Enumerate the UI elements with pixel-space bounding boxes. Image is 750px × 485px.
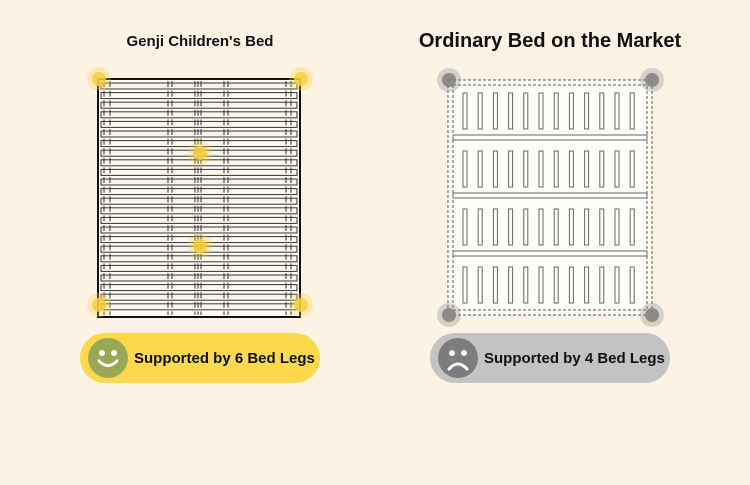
bed-slot: [477, 266, 483, 304]
ordinary-bed-frame: [447, 79, 653, 316]
bed-slot: [508, 150, 514, 188]
bed-slot: [614, 266, 620, 304]
bed-slat: [100, 92, 298, 100]
bed-leg-marker: [645, 73, 659, 87]
bed-slot: [553, 92, 559, 130]
bed-slot: [477, 208, 483, 246]
cross-bar: [452, 134, 648, 141]
sad-face-icon: [438, 338, 478, 378]
bed-slat: [100, 197, 298, 205]
bed-slat: [100, 274, 298, 282]
bed-slot: [462, 266, 468, 304]
bed-slot: [584, 266, 590, 304]
bed-slot: [508, 92, 514, 130]
bed-slot: [599, 208, 605, 246]
bed-slot: [477, 150, 483, 188]
bed-slot: [614, 208, 620, 246]
bed-slat: [100, 284, 298, 292]
bed-leg-marker: [193, 239, 207, 253]
bed-slot: [538, 208, 544, 246]
cross-bar: [452, 192, 648, 199]
genji-bed-title: Genji Children's Bed: [126, 33, 274, 50]
bed-slat: [100, 207, 298, 215]
bed-slot: [508, 208, 514, 246]
bed-slot: [568, 266, 574, 304]
bed-slot: [523, 150, 529, 188]
bed-slot: [629, 92, 635, 130]
bed-slat: [100, 168, 298, 176]
bed-slot: [568, 208, 574, 246]
bed-leg-marker: [645, 308, 659, 322]
bed-slot: [614, 150, 620, 188]
bed-slot: [523, 92, 529, 130]
bed-slat: [100, 188, 298, 196]
four-legs-label: Supported by 4 Bed Legs: [484, 349, 665, 367]
bed-slat: [100, 303, 298, 311]
bed-slat: [100, 101, 298, 109]
bed-leg-marker: [294, 72, 308, 86]
bed-slot: [492, 208, 498, 246]
bed-slot: [614, 92, 620, 130]
bed-slot: [523, 266, 529, 304]
bed-leg-marker: [92, 72, 106, 86]
bed-slat: [100, 255, 298, 263]
bed-slat: [100, 111, 298, 119]
bed-slot: [492, 150, 498, 188]
bed-slot: [629, 208, 635, 246]
six-legs-badge: Supported by 6 Bed Legs: [80, 333, 320, 383]
bed-slot: [553, 208, 559, 246]
bed-slot: [553, 150, 559, 188]
bed-slat: [100, 82, 298, 90]
bed-slot: [492, 266, 498, 304]
bed-slot: [508, 266, 514, 304]
bed-slot: [477, 92, 483, 130]
bed-slat: [100, 264, 298, 272]
bed-slat: [100, 216, 298, 224]
bed-slot: [568, 92, 574, 130]
genji-bed-frame: [97, 78, 301, 318]
bed-leg-marker: [294, 298, 308, 312]
six-legs-label: Supported by 6 Bed Legs: [134, 349, 315, 367]
bed-slot: [599, 92, 605, 130]
bed-leg-marker: [442, 308, 456, 322]
bed-slot: [492, 92, 498, 130]
bed-slot: [462, 208, 468, 246]
bed-leg-marker: [92, 298, 106, 312]
bed-slot: [599, 266, 605, 304]
cross-bar: [452, 250, 648, 257]
bed-slot: [629, 266, 635, 304]
bed-slot: [553, 266, 559, 304]
bed-slat: [100, 130, 298, 138]
bed-slot: [584, 92, 590, 130]
bed-slat: [100, 293, 298, 301]
bed-slot: [584, 150, 590, 188]
bed-leg-marker: [193, 146, 207, 160]
bed-slot: [538, 266, 544, 304]
bed-slot: [629, 150, 635, 188]
bed-slot: [538, 150, 544, 188]
ordinary-bed-title: Ordinary Bed on the Market: [418, 30, 682, 52]
bed-slat: [100, 226, 298, 234]
bed-slat: [100, 120, 298, 128]
bed-slot: [523, 208, 529, 246]
bed-leg-marker: [442, 73, 456, 87]
bed-slot: [599, 150, 605, 188]
four-legs-badge: Supported by 4 Bed Legs: [430, 333, 670, 383]
bed-slot: [538, 92, 544, 130]
bed-slot: [568, 150, 574, 188]
bed-slot: [462, 92, 468, 130]
bed-slot: [584, 208, 590, 246]
bed-slot: [462, 150, 468, 188]
bed-slat: [100, 178, 298, 186]
smiley-face-icon: [88, 338, 128, 378]
